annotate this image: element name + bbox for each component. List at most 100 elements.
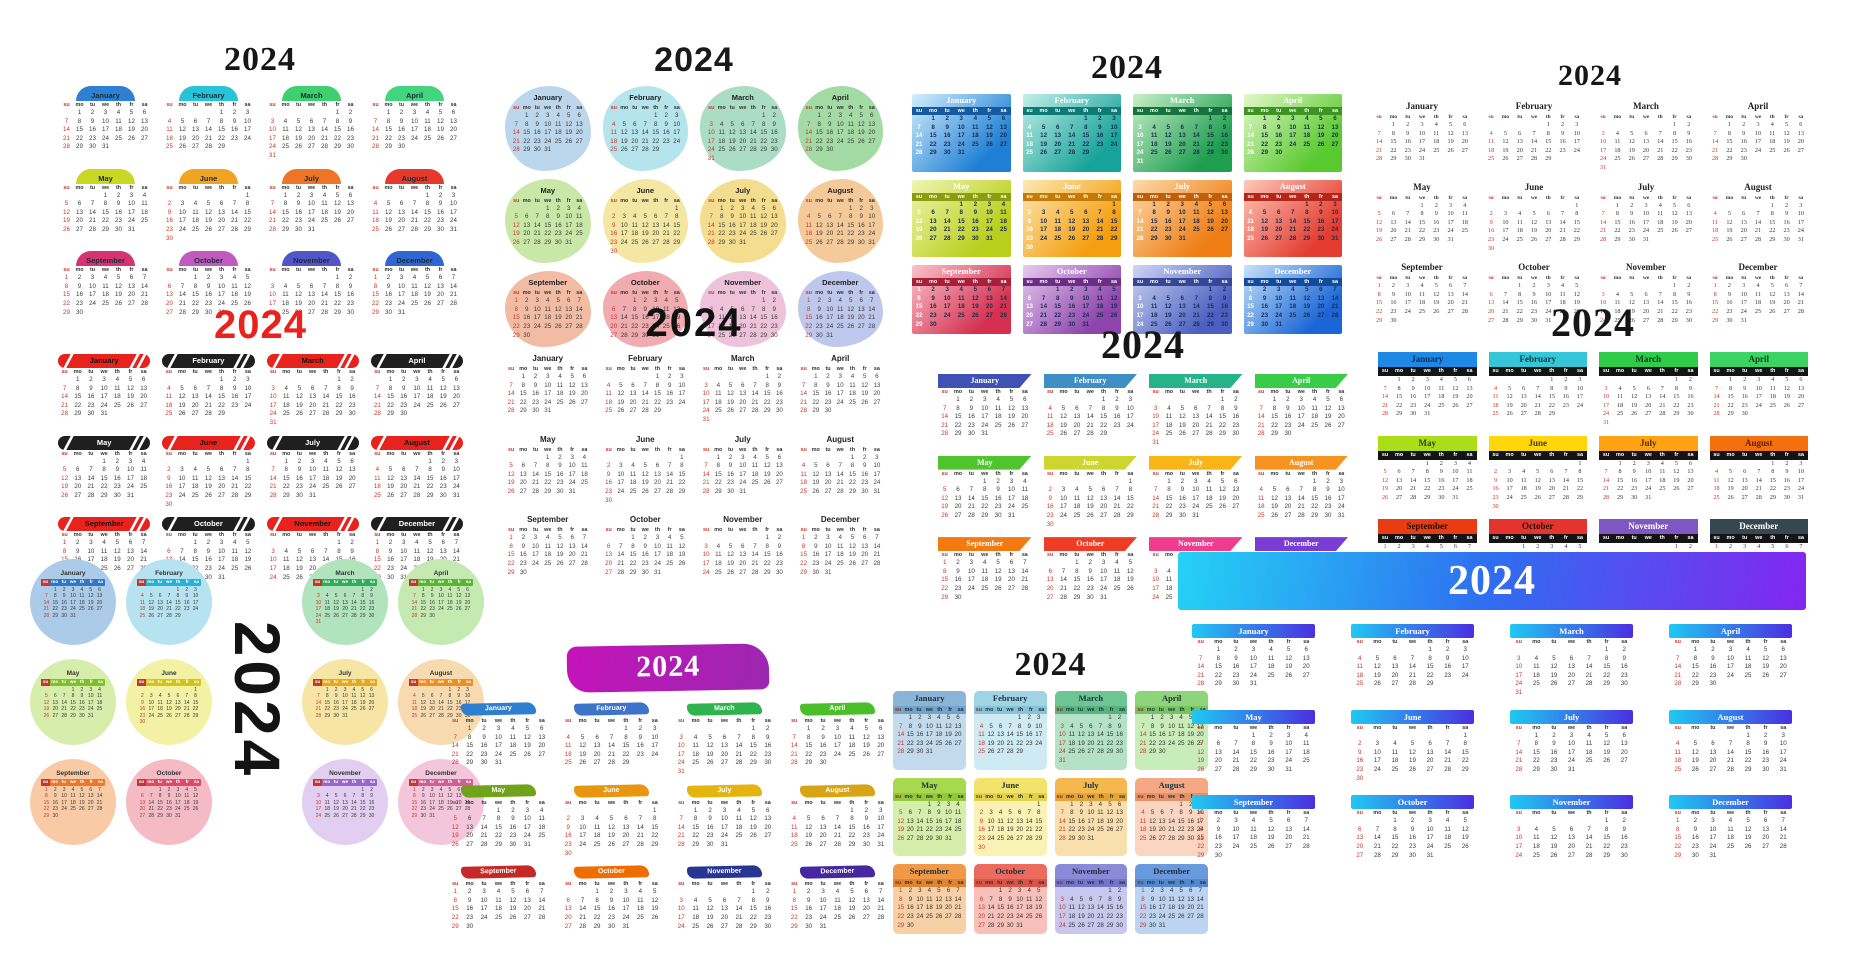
- day-number: 29: [847, 238, 855, 246]
- day-number: 6: [1023, 396, 1027, 403]
- weekday-label: fr: [987, 193, 992, 200]
- day-number: 13: [87, 793, 94, 800]
- day-number: 14: [507, 390, 515, 398]
- day-number: 10: [707, 129, 715, 137]
- day-number: 24: [533, 322, 541, 330]
- empty-day-cell: [189, 192, 202, 201]
- month-name: February: [629, 93, 662, 102]
- day-number: 15: [622, 742, 630, 750]
- day-number: 17: [495, 742, 502, 750]
- weekday-label: sa: [140, 532, 147, 539]
- weekday-label: we: [101, 267, 110, 274]
- weekday-label: tu: [594, 718, 600, 724]
- day-number: 17: [1642, 218, 1650, 226]
- weekday-label: fr: [232, 532, 237, 539]
- day-number: 18: [575, 221, 583, 229]
- weekday-label: mo: [691, 718, 700, 724]
- day-number: 28: [707, 238, 715, 246]
- weekday-label: sa: [538, 718, 545, 724]
- weekday-label: su: [61, 532, 68, 539]
- day-number: 5: [1453, 376, 1457, 383]
- day-number: 13: [654, 470, 661, 478]
- day-number: 9: [859, 213, 863, 221]
- empty-day-cell: [814, 205, 825, 214]
- day-number: 2: [76, 539, 80, 547]
- day-number: 7: [1291, 209, 1295, 217]
- day-number: 20: [308, 299, 315, 307]
- day-number: 2: [297, 457, 302, 465]
- day-number: 18: [836, 314, 844, 322]
- day-number: 28: [411, 225, 418, 233]
- month-name: September: [527, 515, 569, 525]
- day-number: 11: [715, 551, 722, 559]
- empty-day-cell: [165, 587, 174, 594]
- day-number: 12: [334, 200, 341, 208]
- day-number: 1: [496, 806, 501, 814]
- day-number: 9: [1489, 218, 1493, 226]
- day-number: 9: [1561, 129, 1565, 137]
- day-number: 27: [348, 483, 356, 491]
- day-number: 15: [678, 470, 686, 478]
- empty-day-cell: [293, 539, 306, 548]
- weekday-label: th: [1083, 108, 1089, 114]
- day-number: 1: [1075, 559, 1079, 567]
- day-number: 22: [1545, 146, 1552, 154]
- empty-day-cell: [1386, 202, 1400, 211]
- day-number: 20: [1488, 307, 1495, 315]
- empty-day-cell: [1084, 396, 1097, 405]
- day-number: 15: [519, 390, 527, 398]
- day-number: 10: [565, 213, 573, 221]
- day-number: 8: [1248, 294, 1253, 302]
- day-number: 12: [1376, 218, 1383, 226]
- day-number: 4: [116, 109, 121, 116]
- day-number: 7: [324, 547, 328, 555]
- day-number: 7: [1023, 559, 1027, 567]
- day-number: 28: [61, 712, 67, 719]
- day-number: 8: [751, 733, 756, 741]
- day-number: 2: [1027, 209, 1032, 217]
- day-number: 17: [128, 208, 135, 216]
- weekday-label: we: [309, 532, 317, 539]
- day-number: 13: [342, 599, 348, 606]
- day-number: 22: [1424, 485, 1431, 493]
- day-number: 15: [426, 474, 434, 482]
- day-number: 17: [452, 474, 460, 482]
- day-number: 13: [1645, 393, 1652, 401]
- day-number: 17: [315, 806, 322, 813]
- day-number: 18: [1311, 413, 1319, 421]
- day-number: 15: [63, 291, 70, 299]
- day-number: 28: [666, 487, 674, 495]
- months-grid: January su mo tu we th fr sa 1 2 3 4 5 6 7 8 9 10 11 12 13 14…: [60, 86, 460, 317]
- empty-day-cell: [1189, 115, 1203, 124]
- day-number: 16: [1113, 413, 1121, 421]
- day-number: 9: [167, 208, 172, 216]
- day-number: 18: [1026, 140, 1033, 148]
- weekday-label: su: [610, 105, 617, 111]
- day-number: 2: [80, 686, 84, 693]
- day-number: 14: [1086, 413, 1094, 421]
- day-number: 31: [218, 573, 225, 581]
- day-number: 5: [765, 453, 769, 461]
- day-number: 19: [847, 314, 855, 322]
- day-number: 7: [1799, 282, 1803, 290]
- day-number: 27: [605, 568, 613, 576]
- day-number: 7: [322, 282, 327, 290]
- day-number: 10: [1040, 217, 1048, 225]
- day-number: 9: [730, 213, 734, 221]
- day-number: 23: [556, 479, 564, 487]
- weekday-label: mo: [177, 532, 187, 539]
- empty-day-cell: [369, 192, 382, 201]
- day-number: 25: [836, 322, 844, 330]
- day-number: 13: [1284, 494, 1292, 502]
- day-number: 20: [192, 134, 199, 142]
- empty-day-cell: [1044, 478, 1057, 487]
- day-number: 18: [1247, 226, 1254, 234]
- weekday-label: mo: [811, 446, 820, 453]
- day-number: 8: [1674, 384, 1678, 392]
- day-number: 18: [373, 483, 381, 491]
- day-number: 15: [915, 303, 923, 311]
